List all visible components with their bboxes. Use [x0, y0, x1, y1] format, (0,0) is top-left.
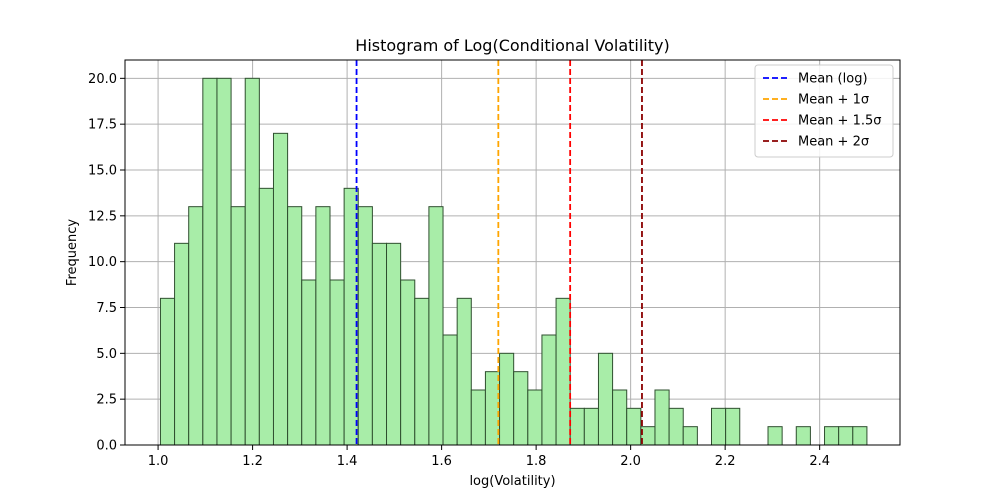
legend: Mean (log) Mean + 1σ Mean + 1.5σ Mean + 2σ — [754, 64, 894, 158]
histogram-bar — [527, 389, 543, 446]
histogram-bar — [428, 206, 444, 446]
x-axis-title: log(Volatility) — [469, 474, 555, 489]
histogram-bar — [174, 242, 190, 446]
y-tick-label: 17.5 — [88, 118, 117, 133]
histogram-bar — [555, 297, 571, 446]
histogram-bar — [852, 426, 868, 446]
histogram-bar — [244, 77, 260, 446]
histogram-bar — [301, 279, 317, 446]
reference-lines — [355, 60, 643, 445]
histogram-bar — [400, 279, 416, 446]
y-tick-label: 20.0 — [88, 72, 117, 87]
histogram-bar — [583, 407, 599, 446]
y-tick-label: 15.0 — [88, 164, 117, 179]
x-tick-label: 2.0 — [620, 454, 641, 469]
x-tick-label: 2.4 — [809, 454, 830, 469]
histogram-bar — [710, 407, 727, 446]
chart-title: Histogram of Log(Conditional Volatility) — [355, 36, 669, 55]
y-tick-label: 7.5 — [96, 301, 117, 316]
y-tick-label: 0.0 — [96, 439, 117, 454]
histogram-bar — [612, 389, 628, 446]
x-tick-label: 2.2 — [715, 454, 736, 469]
histogram-bar — [541, 334, 557, 446]
histogram-bar — [329, 279, 345, 446]
histogram-bar — [371, 242, 388, 446]
y-tick-label: 10.0 — [88, 255, 117, 270]
histogram-bar — [513, 371, 529, 446]
histogram-bar — [668, 407, 684, 446]
x-tick-label: 1.0 — [148, 454, 169, 469]
histogram-bar — [767, 426, 783, 446]
x-tick-label: 1.4 — [337, 454, 358, 469]
histogram-bar — [640, 426, 656, 446]
histogram-bar — [838, 426, 854, 446]
histogram-bar — [287, 206, 303, 446]
x-tick-label: 1.6 — [431, 454, 452, 469]
legend-label: Mean + 1.5σ — [798, 114, 882, 129]
histogram-bar — [795, 426, 811, 446]
legend-label: Mean (log) — [798, 72, 868, 87]
histogram-bar — [824, 426, 840, 446]
y-tick-label: 5.0 — [96, 347, 117, 362]
histogram-bar — [442, 334, 458, 446]
histogram-bar — [569, 407, 585, 446]
histogram-bar — [499, 352, 515, 446]
histogram-bar — [202, 77, 218, 446]
histogram-bar — [597, 352, 614, 446]
histogram-bar — [272, 132, 289, 446]
histogram-bar — [470, 389, 486, 446]
y-tick-label: 2.5 — [96, 393, 117, 408]
histogram-bar — [159, 297, 176, 446]
y-tick-label: 12.5 — [88, 209, 117, 224]
legend-label: Mean + 2σ — [798, 135, 869, 150]
histogram-bar — [626, 407, 642, 446]
x-axis-ticks: 1.0 1.2 1.4 1.6 1.8 2.0 2.2 2.4 — [148, 445, 830, 469]
histogram-bar — [414, 297, 430, 446]
histogram-bar — [188, 206, 204, 446]
y-axis-ticks: 0.0 2.5 5.0 7.5 10.0 12.5 15.0 17.5 20.0 — [88, 72, 125, 454]
histogram-bar — [386, 242, 402, 446]
legend-box — [754, 64, 894, 158]
legend-label: Mean + 1σ — [798, 93, 869, 108]
x-tick-label: 1.2 — [242, 454, 263, 469]
plot-frame — [124, 59, 901, 446]
histogram-bar — [357, 206, 373, 446]
histogram-bar — [315, 206, 331, 446]
histogram-bar — [230, 206, 246, 446]
histogram-bar — [216, 77, 232, 446]
histogram-bar — [682, 426, 698, 446]
histogram-bar — [258, 187, 274, 446]
histogram-bar — [456, 297, 472, 446]
y-axis-title: Frequency — [65, 219, 80, 286]
histogram-bar — [725, 407, 741, 446]
histogram-bar — [654, 389, 670, 446]
x-tick-label: 1.8 — [526, 454, 547, 469]
